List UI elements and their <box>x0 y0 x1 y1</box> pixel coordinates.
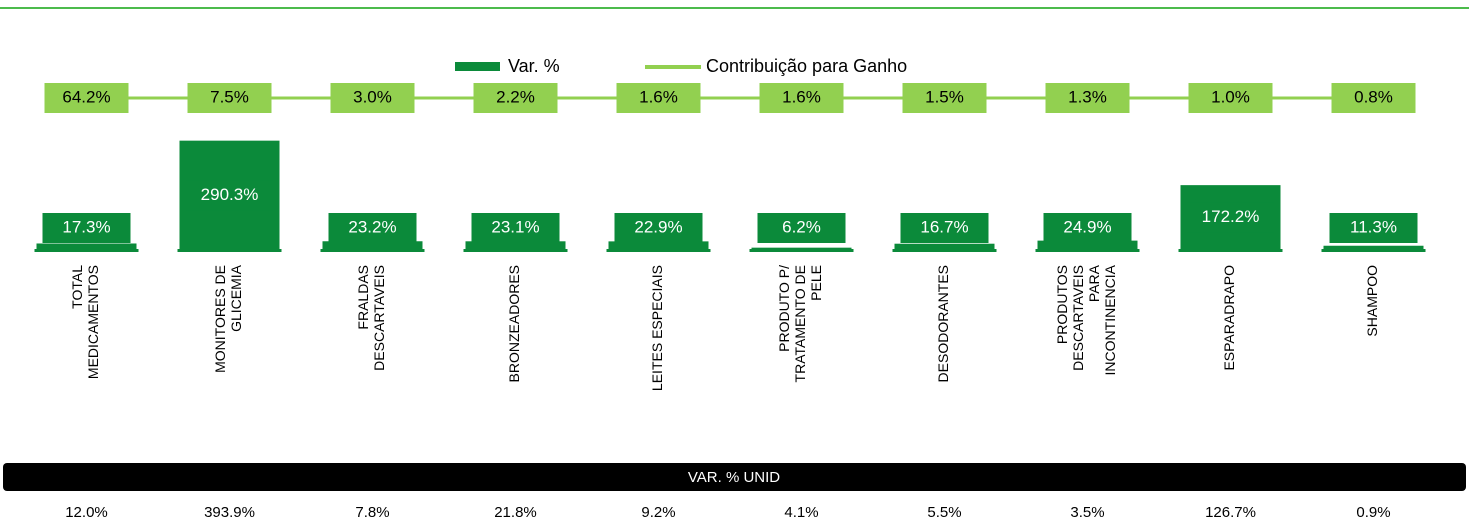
bar-label-box <box>900 213 989 243</box>
contribution-label-box <box>1045 83 1130 113</box>
bar <box>751 247 852 250</box>
table-value: 126.7% <box>1205 504 1256 521</box>
category-label: PELE <box>808 265 824 301</box>
table-value: 21.8% <box>494 504 537 521</box>
contribution-label-box <box>473 83 558 113</box>
table-header <box>3 463 1466 491</box>
category-label: PARA <box>1086 264 1102 302</box>
category-label: BRONZEADORES <box>506 265 522 382</box>
top-rule <box>0 7 1469 9</box>
table-value: 393.9% <box>204 504 255 521</box>
contribution-label: 1.6% <box>639 87 678 106</box>
bar-label-box <box>471 213 560 243</box>
category-label: GLICEMIA <box>228 264 244 332</box>
bar <box>894 243 995 250</box>
bar-label: 23.1% <box>491 217 539 236</box>
bar-label: 11.3% <box>1350 217 1397 236</box>
bar-label: 6.2% <box>782 217 821 236</box>
legend-swatch-bar <box>455 62 500 71</box>
contribution-label: 0.8% <box>1354 87 1393 106</box>
bar-label-box <box>1186 202 1275 233</box>
category-label: TRATAMENTO DE <box>792 265 808 382</box>
bar-label-box <box>1329 213 1418 243</box>
bar-label: 24.9% <box>1063 217 1111 236</box>
baseline <box>749 249 854 252</box>
bar <box>1037 240 1138 250</box>
table-title: VAR. % UNID <box>688 469 780 486</box>
category-label: MEDICAMENTOS <box>85 265 101 379</box>
baseline <box>34 249 139 252</box>
baseline <box>892 249 997 252</box>
category-label: PRODUTOS <box>1054 265 1070 344</box>
table-value: 3.5% <box>1070 504 1104 521</box>
legend-swatch-line <box>645 65 701 69</box>
baseline <box>1035 249 1140 252</box>
bar-label-box <box>1043 213 1132 243</box>
bar <box>608 241 709 250</box>
contribution-label: 1.3% <box>1068 87 1107 106</box>
baseline <box>1321 249 1426 252</box>
baseline <box>320 249 425 252</box>
table-value: 5.5% <box>927 504 961 521</box>
bar <box>36 243 137 250</box>
category-label: DESCARTAVEIS <box>1070 265 1086 371</box>
table-value: 0.9% <box>1356 504 1390 521</box>
contribution-label-box <box>44 83 129 113</box>
category-label: TOTAL <box>69 265 85 309</box>
bar <box>322 241 423 250</box>
contribution-label: 64.2% <box>62 87 110 106</box>
contribution-label-box <box>1188 83 1273 113</box>
bar-label: 22.9% <box>634 217 682 236</box>
category-label: DESODORANTES <box>935 265 951 382</box>
bar-label: 16.7% <box>920 217 968 236</box>
contribution-label-box <box>616 83 701 113</box>
baseline <box>1178 249 1283 252</box>
category-label: ESPARADRAPO <box>1221 265 1237 371</box>
contribution-label: 1.5% <box>925 87 964 106</box>
table-value: 9.2% <box>641 504 675 521</box>
table-value: 12.0% <box>65 504 108 521</box>
category-label: FRALDAS <box>355 265 371 330</box>
contribution-label: 7.5% <box>210 87 249 106</box>
baseline <box>463 249 568 252</box>
contribution-label-box <box>330 83 415 113</box>
bar-label: 172.2% <box>1202 207 1260 226</box>
contribution-label-box <box>902 83 987 113</box>
contribution-label: 2.2% <box>496 87 535 106</box>
bar-label: 290.3% <box>201 185 259 204</box>
bar-label-box <box>328 213 417 243</box>
baseline <box>177 249 282 252</box>
legend-label: Var. % <box>508 56 560 76</box>
table-value: 4.1% <box>784 504 818 521</box>
category-label: SHAMPOO <box>1364 265 1380 337</box>
contribution-label-box <box>1331 83 1416 113</box>
contribution-label: 3.0% <box>353 87 392 106</box>
bar-label-box <box>757 213 846 243</box>
category-label: INCONTINENCIA <box>1102 264 1118 375</box>
legend-label: Contribuição para Ganho <box>706 56 907 76</box>
bar-label-box <box>614 213 703 243</box>
bar-label-box <box>42 213 131 243</box>
bar <box>1323 245 1424 250</box>
bar <box>465 241 566 250</box>
bar-label-box <box>185 180 274 211</box>
contribution-label: 1.6% <box>782 87 821 106</box>
contribution-label-box <box>187 83 272 113</box>
bar-label: 23.2% <box>348 217 396 236</box>
contribution-label-box <box>759 83 844 113</box>
contribution-label: 1.0% <box>1211 87 1250 106</box>
baseline <box>606 249 711 252</box>
category-label: MONITORES DE <box>212 265 228 373</box>
table-value: 7.8% <box>355 504 389 521</box>
category-label: PRODUTO P/ <box>776 265 792 352</box>
category-label: DESCARTAVEIS <box>371 265 387 371</box>
category-label: LEITES ESPECIAIS <box>649 265 665 391</box>
bar-label: 17.3% <box>62 217 110 236</box>
